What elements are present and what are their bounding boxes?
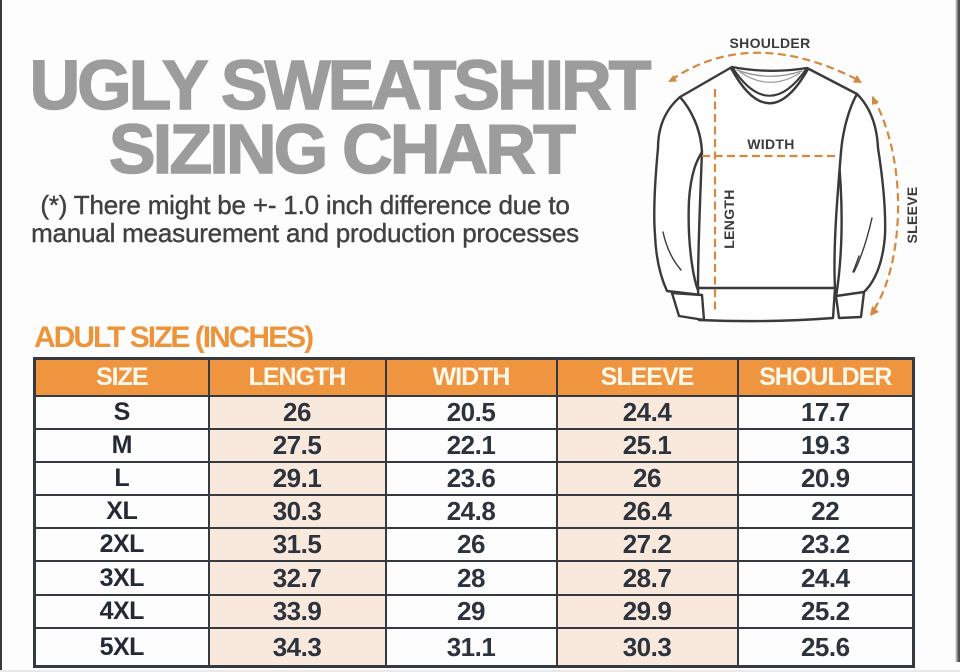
svg-text:SHOULDER: SHOULDER — [730, 35, 811, 51]
svg-text:WIDTH: WIDTH — [747, 136, 794, 152]
svg-text:LENGTH: LENGTH — [721, 189, 737, 248]
svg-text:SLEEVE: SLEEVE — [904, 186, 920, 243]
